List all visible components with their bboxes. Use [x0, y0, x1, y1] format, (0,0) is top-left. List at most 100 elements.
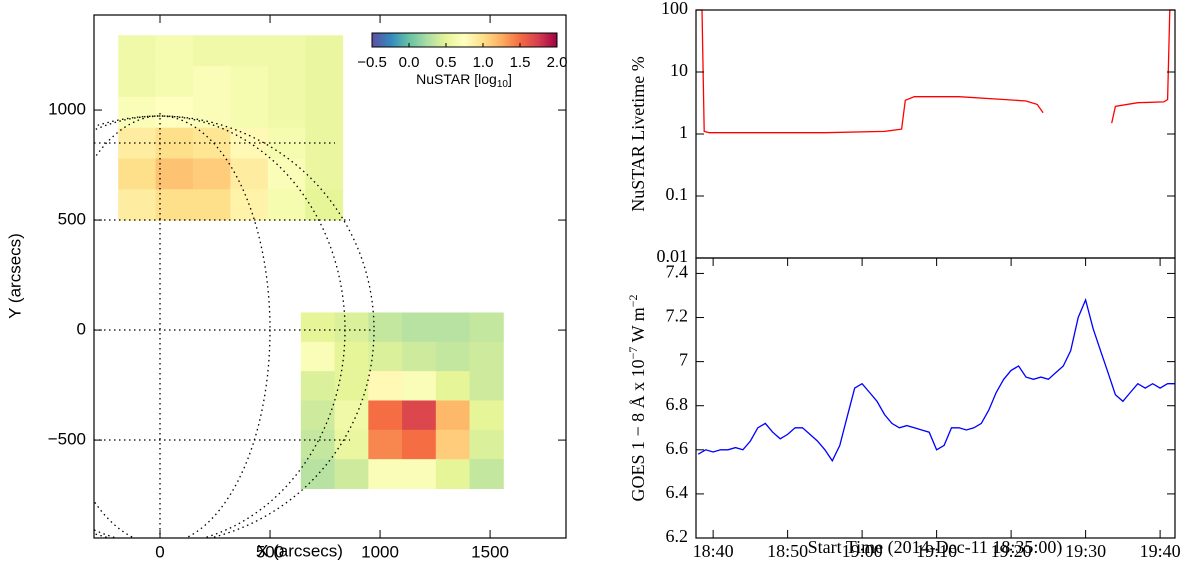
heatmap-cell [300, 371, 336, 401]
heatmap-cell [193, 66, 231, 98]
y-axis-label: Y (arcsecs) [5, 233, 24, 319]
heatmap-cell [469, 400, 504, 431]
heatmap-cell [435, 459, 471, 489]
y-label-part: GOES 1 − 8 Å x 10 [628, 359, 648, 501]
heatmap-cell [118, 66, 157, 98]
y-tick-label: 7.4 [666, 262, 689, 282]
x-tick-label: 19:30 [1065, 541, 1106, 561]
heatmap-cell [230, 189, 269, 221]
colorbar-label: NuSTAR [log10] [416, 71, 512, 90]
y-tick-label: 1000 [48, 100, 86, 119]
heatmap-cell [300, 459, 336, 489]
colorbar-gradient [371, 32, 558, 48]
heatmap-cell [267, 96, 306, 129]
heatmap-cell [334, 371, 369, 401]
heatmap-cell [267, 189, 306, 221]
heatmap-layer [118, 35, 504, 489]
heatmap-cell [230, 35, 269, 67]
y-label-part: W m [628, 307, 648, 346]
y-tick-label: 0.1 [666, 184, 689, 204]
y-tick-label: 1 [679, 122, 688, 142]
y-tick-label: 6.8 [666, 394, 689, 414]
heatmap-cell [469, 312, 504, 343]
heatmap-cell [368, 371, 403, 401]
heatmap-cell [193, 35, 231, 67]
heatmap-cell [300, 341, 336, 372]
x-tick-label: 19:00 [842, 541, 883, 561]
heatmap-cell [368, 429, 403, 460]
heatmap-cell [300, 312, 336, 343]
x-tick-label: 19:20 [991, 541, 1032, 561]
colorbar-label-text: NuSTAR [log [416, 71, 497, 87]
heatmap-cell [230, 96, 269, 129]
heatmap-cell [402, 341, 437, 372]
colorbar: NuSTAR [log10] [371, 32, 558, 90]
x-tick-label: 1500 [471, 542, 509, 561]
y-tick-label: 500 [58, 210, 86, 229]
heatmap-cell [334, 459, 369, 489]
x-tick-label: 0 [155, 542, 164, 561]
colorbar-tick-label: 1.0 [473, 54, 494, 71]
y-tick-label: −500 [48, 430, 86, 449]
plot-frame [695, 257, 1176, 539]
x-tick-label: 19:40 [1140, 541, 1181, 561]
x-tick-label: 1000 [361, 542, 399, 561]
y-tick-label: 0.01 [657, 246, 689, 266]
heatmap-cell [402, 459, 437, 489]
plot-frame [695, 9, 1176, 259]
y-tick-label: 100 [661, 0, 688, 18]
heatmap-cell [230, 66, 269, 98]
data-line [696, 9, 1175, 134]
colorbar-tick-label: 1.5 [510, 54, 531, 71]
heatmap-cell [155, 35, 194, 67]
heatmap-cell [469, 341, 504, 372]
heatmap-cell [368, 341, 403, 372]
heatmap-cell [402, 429, 437, 460]
colorbar-label-suffix: ] [508, 71, 512, 87]
axes: −0.5 0.0 0.5 1.0 1.5 2.0 −500 0 500 1000 0 500 1000 1… [48, 0, 1181, 561]
heatmap-cell [193, 158, 231, 190]
x-tick-label: 18:40 [693, 541, 734, 561]
heatmap-cell [118, 35, 157, 67]
y-label-exp: −2 [626, 294, 640, 307]
heatmap-cell [469, 371, 504, 401]
heatmap-cell [193, 189, 231, 221]
y-tick-label: 7 [679, 350, 688, 370]
y-tick-label: 0 [77, 320, 86, 339]
colorbar-tick-label: 2.0 [547, 54, 568, 71]
y-axis-label: NuSTAR Livetime % [628, 56, 648, 212]
plot-frame [93, 14, 567, 539]
y-tick-label: 7.2 [666, 306, 689, 326]
colorbar-tick-label: 0.0 [399, 54, 420, 71]
heatmap-cell [435, 312, 471, 343]
solar-grid [94, 113, 375, 538]
heatmap-cell [230, 158, 269, 190]
colorbar-label-sub: 10 [497, 79, 509, 90]
x-tick-label: 19:10 [916, 541, 957, 561]
x-axis-label: Start Time (2014-Dec-11 18:35:00) [808, 537, 1063, 558]
y-axis-label: GOES 1 − 8 Å x 10−7 W m−2 [626, 294, 648, 501]
heatmap-cell [155, 66, 194, 98]
y-tick-label: 6.4 [666, 482, 689, 502]
heatmap-cell [155, 158, 194, 190]
heatmap-cell [118, 158, 157, 190]
heatmap-cell [300, 429, 336, 460]
heatmap-cell [402, 400, 437, 431]
heatmap-cell [334, 312, 369, 343]
heatmap-cell [305, 66, 344, 98]
heatmap-cell [300, 400, 336, 431]
heatmap-cell [267, 66, 306, 98]
heatmap-cell [155, 189, 194, 221]
heatmap-cell [305, 189, 344, 221]
heatmap-cell [118, 96, 157, 129]
heatmap-cell [334, 341, 369, 372]
heatmap-cell [435, 341, 471, 372]
heatmap-cell [469, 429, 504, 460]
heatmap-cell [402, 371, 437, 401]
heatmap-cell [368, 459, 403, 489]
x-tick-label: 500 [256, 542, 284, 561]
heatmap-cell [435, 429, 471, 460]
data-line [697, 297, 1175, 463]
y-tick-label: 10 [670, 60, 688, 80]
